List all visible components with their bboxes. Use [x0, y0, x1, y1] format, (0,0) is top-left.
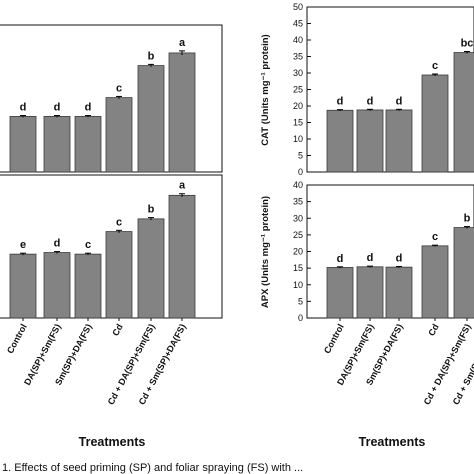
- bar: [168, 52, 196, 173]
- significance-letter: d: [396, 95, 403, 107]
- significance-letter: b: [148, 204, 155, 216]
- significance-letter: d: [20, 102, 27, 114]
- significance-letter: a: [179, 37, 186, 49]
- y-tick-label: 25: [293, 85, 303, 95]
- bar: [137, 65, 165, 173]
- significance-letter: d: [85, 102, 92, 114]
- significance-letter: d: [54, 238, 61, 250]
- x-axis-title: Treatments: [79, 435, 146, 449]
- category-label: Cd: [110, 322, 124, 337]
- x-axis-title: Treatments: [359, 435, 426, 449]
- y-tick-label: 50: [293, 2, 303, 12]
- chart-tr: 0 5 10 15 20 25 30 35 40 45 50 d d d c bc CAT (Units mg⁻…: [260, 2, 474, 177]
- significance-letter: bc: [461, 38, 474, 50]
- bar: [137, 218, 165, 319]
- y-tick-label: 40: [293, 180, 303, 190]
- significance-letter: a: [179, 180, 186, 192]
- significance-letter: d: [367, 95, 374, 107]
- category-label: Control: [5, 322, 29, 355]
- bar: [453, 52, 474, 173]
- y-tick-label: 10: [293, 134, 303, 144]
- bar: [385, 109, 413, 173]
- bar: [105, 231, 133, 319]
- significance-letter: c: [432, 60, 438, 72]
- figure-caption: 1. Effects of seed priming (SP) and foli…: [2, 462, 303, 474]
- bar: [356, 266, 384, 319]
- significance-letter: b: [148, 50, 155, 62]
- significance-letter: c: [116, 82, 122, 94]
- bar: [43, 116, 71, 173]
- y-tick-label: 0: [298, 313, 303, 323]
- y-tick-label: 5: [298, 151, 303, 161]
- y-tick-label: 10: [293, 280, 303, 290]
- bar: [385, 266, 413, 319]
- y-tick-label: 35: [293, 52, 303, 62]
- bar: [421, 245, 449, 319]
- y-tick-label: 30: [293, 213, 303, 223]
- chart-tl: d d d c b a: [0, 24, 223, 173]
- y-tick-label: 35: [293, 197, 303, 207]
- bar: [421, 74, 449, 173]
- bar: [168, 194, 196, 319]
- y-tick-label: 5: [298, 296, 303, 306]
- y-tick-label: 0: [298, 167, 303, 177]
- bar: [9, 116, 37, 173]
- y-tick-label: 15: [293, 118, 303, 128]
- bar: [105, 97, 133, 173]
- bar: [74, 253, 102, 319]
- category-label: Control: [322, 322, 346, 355]
- y-tick-label: 25: [293, 230, 303, 240]
- significance-letter: d: [54, 102, 61, 114]
- bar: [43, 252, 71, 319]
- y-tick-label: 45: [293, 19, 303, 29]
- category-label: Cd: [426, 322, 440, 337]
- significance-letter: e: [20, 239, 26, 251]
- bar: [9, 253, 37, 319]
- y-tick-label: 15: [293, 263, 303, 273]
- y-tick-label: 20: [293, 247, 303, 257]
- y-axis-title: CAT (Units mg⁻¹ protein): [260, 34, 271, 145]
- significance-letter: d: [337, 253, 344, 265]
- bar: [326, 109, 354, 173]
- significance-letter: c: [432, 231, 438, 243]
- bar: [74, 116, 102, 173]
- significance-letter: b: [464, 213, 471, 225]
- significance-letter: c: [116, 216, 122, 228]
- y-tick-label: 30: [293, 68, 303, 78]
- y-tick-label: 20: [293, 101, 303, 111]
- y-tick-label: 40: [293, 35, 303, 45]
- bar: [356, 109, 384, 173]
- significance-letter: d: [337, 96, 344, 108]
- significance-letter: d: [367, 252, 374, 264]
- bar: [453, 227, 474, 319]
- y-axis-title: APX (Units mg⁻¹ protein): [260, 196, 271, 308]
- significance-letter: d: [396, 252, 403, 264]
- bar: [326, 267, 354, 319]
- significance-letter: c: [85, 239, 91, 251]
